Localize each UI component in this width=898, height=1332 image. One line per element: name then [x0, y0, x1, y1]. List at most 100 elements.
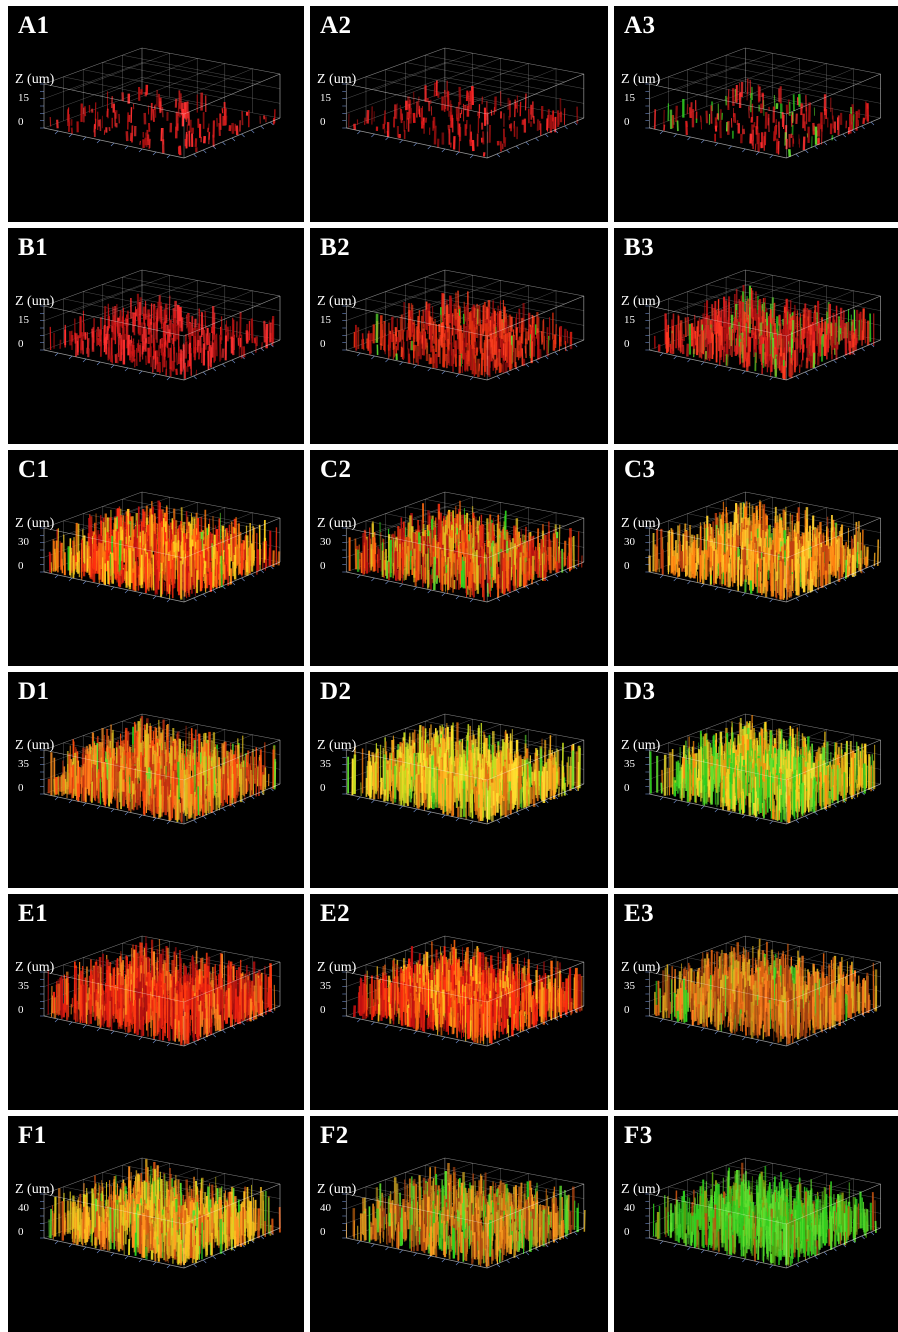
box-line	[414, 365, 417, 368]
box-line	[555, 352, 558, 355]
box-line	[715, 587, 718, 590]
box-line	[242, 578, 245, 581]
surface-plot-c1	[8, 450, 304, 666]
box-line	[843, 134, 846, 137]
box-line	[346, 63, 445, 99]
box-line	[687, 359, 690, 362]
box-line	[414, 587, 417, 590]
box-line	[770, 155, 773, 158]
box-line	[125, 368, 128, 371]
z-axis-title: Z (um)	[621, 294, 660, 310]
box-line	[745, 48, 880, 74]
box-line	[213, 590, 216, 593]
box-line	[55, 353, 58, 356]
box-line	[770, 599, 773, 602]
box-line	[545, 134, 548, 137]
box-line	[507, 594, 510, 597]
box-line	[184, 74, 280, 114]
box-line	[456, 152, 459, 155]
z-axis-min-tick: 0	[624, 116, 630, 128]
box-line	[203, 372, 206, 375]
box-line	[122, 55, 260, 82]
box-line	[142, 299, 280, 325]
z-axis-min-tick: 0	[624, 338, 630, 350]
z-axis-min-tick: 0	[18, 338, 24, 350]
box-line	[125, 590, 128, 593]
box-line	[796, 376, 799, 379]
box-line	[756, 596, 759, 599]
box-line	[222, 142, 225, 145]
box-line	[516, 368, 519, 371]
box-line	[555, 574, 558, 577]
box-line	[222, 364, 225, 367]
box-line	[715, 143, 718, 146]
z-axis-min-tick: 0	[624, 560, 630, 572]
box-line	[871, 122, 874, 125]
panel-label: A3	[624, 12, 656, 40]
box-line	[261, 570, 264, 573]
box-line	[729, 590, 732, 593]
box-line	[111, 143, 114, 146]
surface-plot-a2	[310, 6, 608, 222]
box-line	[428, 146, 431, 149]
box-line	[729, 146, 732, 149]
box-line	[83, 581, 86, 584]
signal-spike	[366, 539, 367, 574]
z-axis-min-tick: 0	[320, 338, 326, 350]
box-line	[142, 63, 280, 89]
box-line	[726, 277, 862, 304]
box-line	[386, 137, 389, 140]
box-line	[660, 353, 663, 356]
box-line	[833, 582, 836, 585]
z-axis-max-tick: 15	[624, 92, 635, 104]
box-line	[232, 582, 235, 585]
box-line	[232, 360, 235, 363]
box-line	[445, 285, 584, 311]
box-line	[222, 586, 225, 589]
box-line	[194, 376, 197, 379]
box-line	[843, 356, 846, 359]
box-line	[414, 143, 417, 146]
box-line	[122, 277, 260, 304]
box-line	[139, 371, 142, 374]
panel-label: C3	[624, 456, 656, 484]
box-line	[425, 55, 564, 82]
box-line	[701, 362, 704, 365]
z-axis-max-tick: 15	[320, 92, 331, 104]
box-line	[742, 149, 745, 152]
box-line	[69, 356, 72, 359]
box-line	[796, 598, 799, 601]
box-line	[386, 581, 389, 584]
box-line	[660, 131, 663, 134]
box-line	[833, 138, 836, 141]
z-axis-min-tick: 0	[320, 116, 326, 128]
box-line	[232, 138, 235, 141]
z-axis-title: Z (um)	[15, 516, 54, 532]
box-line	[445, 63, 584, 89]
box-line	[142, 77, 280, 103]
box-line	[756, 152, 759, 155]
box-line	[726, 55, 862, 82]
z-axis-max-tick: 30	[18, 536, 29, 548]
panel-label: C2	[320, 456, 352, 484]
box-line	[153, 374, 156, 377]
box-line	[456, 374, 459, 377]
panel-label: B1	[18, 234, 48, 262]
z-axis-title: Z (um)	[621, 72, 660, 88]
box-line	[203, 594, 206, 597]
z-axis-max-tick: 15	[320, 314, 331, 326]
box-line	[507, 150, 510, 153]
box-line	[707, 62, 843, 90]
signal-spike	[435, 82, 436, 96]
box-line	[526, 364, 529, 367]
box-line	[745, 63, 880, 89]
box-line	[357, 353, 360, 356]
